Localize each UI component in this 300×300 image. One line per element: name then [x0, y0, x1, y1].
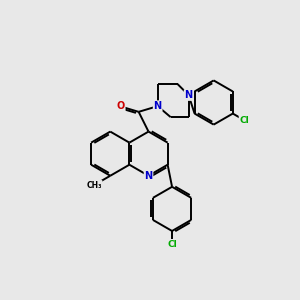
Text: N: N — [154, 101, 162, 111]
Text: CH₃: CH₃ — [86, 181, 102, 190]
Text: N: N — [145, 171, 153, 181]
Text: Cl: Cl — [167, 240, 177, 249]
Text: O: O — [116, 101, 125, 112]
Text: Cl: Cl — [239, 116, 249, 125]
Text: N: N — [184, 90, 193, 100]
